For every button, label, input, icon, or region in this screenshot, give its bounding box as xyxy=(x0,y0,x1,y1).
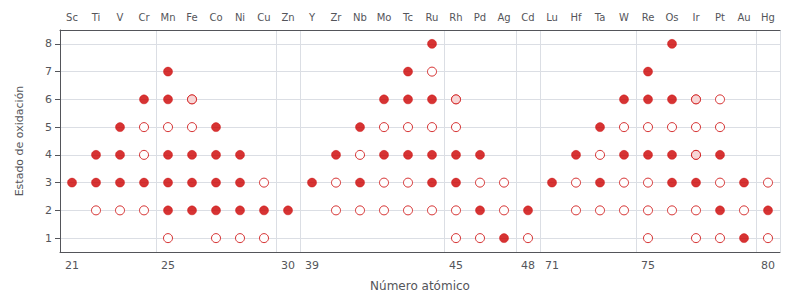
svg-text:W: W xyxy=(619,12,629,23)
svg-text:Zn: Zn xyxy=(281,12,294,23)
svg-text:Co: Co xyxy=(209,12,222,23)
svg-text:Cr: Cr xyxy=(138,12,150,23)
svg-text:Cd: Cd xyxy=(521,12,534,23)
svg-text:Ir: Ir xyxy=(692,12,700,23)
svg-text:Y: Y xyxy=(308,12,316,23)
svg-text:Nb: Nb xyxy=(353,12,367,23)
svg-text:71: 71 xyxy=(545,259,559,272)
svg-text:Ti: Ti xyxy=(91,12,101,23)
svg-text:1: 1 xyxy=(45,232,52,245)
svg-text:Tc: Tc xyxy=(402,12,413,23)
svg-text:Hf: Hf xyxy=(570,12,582,23)
svg-text:V: V xyxy=(117,12,124,23)
svg-text:2: 2 xyxy=(45,204,52,217)
svg-text:Au: Au xyxy=(737,12,750,23)
svg-text:Ta: Ta xyxy=(594,12,606,23)
svg-text:75: 75 xyxy=(641,259,655,272)
svg-text:30: 30 xyxy=(281,259,295,272)
svg-text:Mo: Mo xyxy=(377,12,392,23)
svg-text:Ru: Ru xyxy=(426,12,439,23)
svg-text:Estado de oxidación: Estado de oxidación xyxy=(13,86,26,197)
svg-text:Ni: Ni xyxy=(235,12,245,23)
svg-text:Pd: Pd xyxy=(474,12,486,23)
svg-text:Ag: Ag xyxy=(497,12,510,23)
svg-text:Sc: Sc xyxy=(66,12,78,23)
svg-text:Número atómico: Número atómico xyxy=(370,279,470,293)
svg-text:Cu: Cu xyxy=(257,12,270,23)
svg-text:25: 25 xyxy=(161,259,175,272)
svg-text:Re: Re xyxy=(642,12,655,23)
svg-text:4: 4 xyxy=(45,148,52,161)
svg-text:Hg: Hg xyxy=(761,12,775,23)
svg-text:21: 21 xyxy=(65,259,79,272)
svg-text:Pt: Pt xyxy=(715,12,725,23)
svg-text:Fe: Fe xyxy=(186,12,197,23)
svg-text:Rh: Rh xyxy=(449,12,462,23)
svg-text:45: 45 xyxy=(449,259,463,272)
svg-text:5: 5 xyxy=(45,121,52,134)
svg-text:39: 39 xyxy=(305,259,319,272)
svg-text:6: 6 xyxy=(45,93,52,106)
svg-text:Lu: Lu xyxy=(546,12,558,23)
svg-text:7: 7 xyxy=(45,65,52,78)
svg-text:48: 48 xyxy=(521,259,535,272)
svg-text:8: 8 xyxy=(45,37,52,50)
svg-text:3: 3 xyxy=(45,176,52,189)
svg-text:Mn: Mn xyxy=(161,12,176,23)
svg-text:80: 80 xyxy=(761,259,775,272)
svg-text:Zr: Zr xyxy=(331,12,343,23)
svg-text:Os: Os xyxy=(665,12,678,23)
